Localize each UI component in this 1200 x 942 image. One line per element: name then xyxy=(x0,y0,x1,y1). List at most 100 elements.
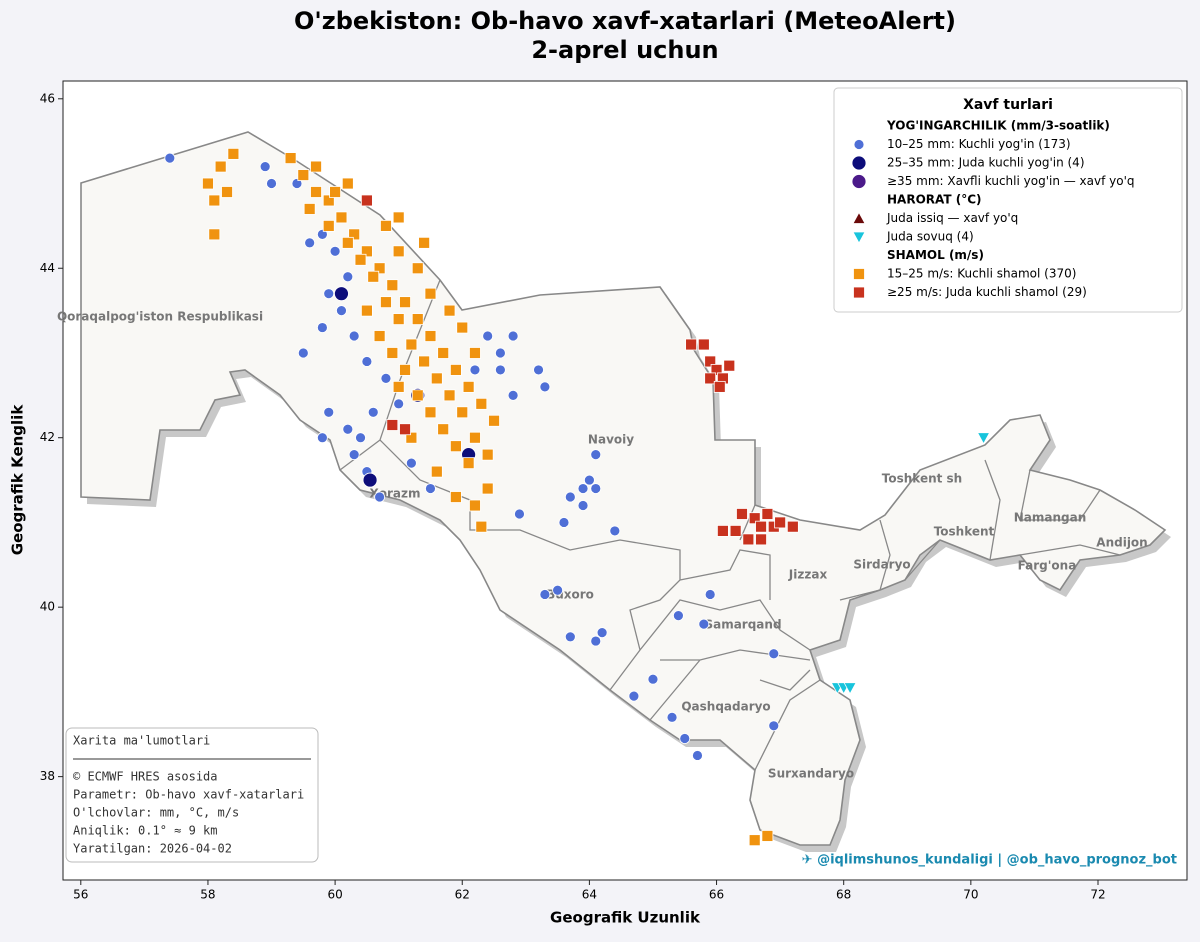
wind-point xyxy=(411,313,424,325)
rain-point xyxy=(577,500,589,511)
region-label: Andijon xyxy=(1096,536,1147,550)
rain-point xyxy=(647,673,659,685)
rain-point xyxy=(291,178,303,189)
wind-point xyxy=(710,364,723,376)
legend-label: Juda sovuq (4) xyxy=(886,230,974,244)
x-tick-label: 56 xyxy=(73,888,88,902)
rain-point xyxy=(482,330,494,342)
wind-point xyxy=(713,380,726,393)
legend-marker xyxy=(852,211,866,224)
rain-point xyxy=(374,491,386,503)
rain-point xyxy=(539,381,551,393)
rain-point xyxy=(704,589,716,600)
region-label: Samarqand xyxy=(704,618,781,632)
region-label: Qoraqalpog'iston Respublikasi xyxy=(57,310,263,324)
rain-point xyxy=(558,517,570,528)
rain-point xyxy=(596,627,608,638)
rain-point xyxy=(297,347,309,359)
legend-marker xyxy=(853,286,865,299)
legend-title: Xavf turlari xyxy=(963,97,1053,113)
rain-point xyxy=(266,178,277,189)
wind-point xyxy=(284,152,297,165)
rain-point xyxy=(405,457,417,469)
wind-point xyxy=(430,465,443,478)
wind-point xyxy=(723,359,736,372)
info-line: © ECMWF HRES asosida xyxy=(73,770,218,784)
wind-point xyxy=(424,287,437,300)
wind-point xyxy=(310,186,322,198)
wind-point xyxy=(399,296,411,309)
rain-point xyxy=(609,525,621,537)
rain-point xyxy=(469,364,481,376)
y-tick-label: 42 xyxy=(40,430,55,444)
wind-point xyxy=(202,177,214,190)
rain-point xyxy=(164,152,176,164)
y-tick-label: 44 xyxy=(40,261,55,275)
wind-point xyxy=(360,304,373,317)
rain-point xyxy=(355,432,366,444)
wind-point xyxy=(329,186,341,198)
y-axis-label: Geografik Kenglik xyxy=(9,404,27,556)
wind-point xyxy=(373,262,386,275)
wind-point xyxy=(443,304,456,317)
wind-point xyxy=(322,219,335,232)
rain-point xyxy=(348,449,360,461)
legend-label: 25–35 mm: Juda kuchli yog'in (4) xyxy=(887,156,1085,170)
wind-point xyxy=(399,364,411,376)
wind-point xyxy=(411,389,424,402)
wind-point xyxy=(755,520,767,533)
wind-point xyxy=(208,194,221,207)
rain-point xyxy=(316,322,328,333)
legend-label: 10–25 mm: Kuchli yog'in (173) xyxy=(887,137,1071,151)
rain-point xyxy=(342,271,354,283)
wind-point xyxy=(443,389,456,402)
wind-point xyxy=(380,219,392,232)
wind-point xyxy=(418,236,431,249)
rain-point xyxy=(362,472,378,488)
rain-point xyxy=(679,733,691,744)
wind-point xyxy=(729,525,742,537)
info-box xyxy=(65,727,319,863)
wind-point xyxy=(475,397,488,410)
rain-point xyxy=(494,347,506,359)
wind-point xyxy=(392,245,405,258)
wind-point xyxy=(373,330,386,342)
wind-point xyxy=(449,491,462,503)
wind-point xyxy=(360,194,373,207)
wind-point xyxy=(227,147,240,160)
rain-point xyxy=(334,286,349,302)
rain-point xyxy=(380,373,392,384)
rain-point xyxy=(564,631,576,643)
rain-point xyxy=(348,330,360,342)
rain-point xyxy=(329,245,341,257)
wind-point xyxy=(418,355,431,368)
wind-point xyxy=(399,423,411,436)
wind-point xyxy=(755,533,767,546)
legend-section: HARORAT (°C) xyxy=(887,193,982,207)
wind-point xyxy=(214,160,227,173)
legend-marker xyxy=(852,231,866,244)
region-label: Navoiy xyxy=(588,433,634,447)
wind-point xyxy=(469,499,481,512)
rain-point xyxy=(628,690,640,702)
legend-label: 15–25 m/s: Kuchli shamol (370) xyxy=(887,267,1076,281)
wind-point xyxy=(405,338,418,351)
legend-label: Juda issiq — xavf yo'q xyxy=(886,211,1018,225)
x-tick-label: 64 xyxy=(582,888,597,902)
info-title: Xarita ma'lumotlari xyxy=(73,734,210,748)
wind-point xyxy=(424,406,437,419)
rain-point xyxy=(692,750,703,761)
legend-label: ≥25 m/s: Juda kuchli shamol (29) xyxy=(887,285,1087,299)
rain-point xyxy=(323,406,335,418)
wind-point xyxy=(437,347,450,359)
x-tick-label: 58 xyxy=(200,888,215,902)
wind-point xyxy=(310,160,322,173)
wind-point xyxy=(221,186,233,198)
temp-point xyxy=(843,682,857,695)
wind-point xyxy=(742,533,755,546)
wind-point xyxy=(774,516,787,529)
wind-point xyxy=(475,520,488,533)
wind-point xyxy=(469,431,481,444)
wind-point xyxy=(386,279,399,292)
